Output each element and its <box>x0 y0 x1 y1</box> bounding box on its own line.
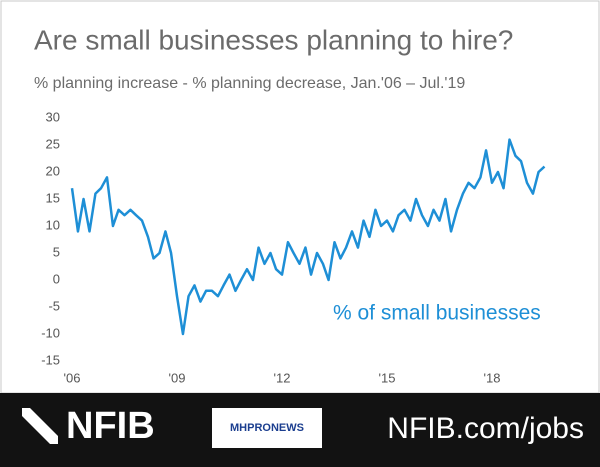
badge-box <box>212 408 322 448</box>
footer-logo: NFIB <box>66 405 155 447</box>
y-tick-label: 20 <box>46 163 60 178</box>
y-tick-label: 15 <box>46 190 60 205</box>
y-tick-label: -5 <box>48 298 60 313</box>
y-tick-label: -10 <box>41 325 60 340</box>
x-tick-label: '15 <box>379 370 396 385</box>
y-tick-label: -15 <box>41 352 60 367</box>
chart-subtitle: % planning increase - % planning decreas… <box>34 75 465 92</box>
x-tick-label: '18 <box>484 370 501 385</box>
x-tick-label: '12 <box>274 370 291 385</box>
y-tick-label: 5 <box>53 244 60 259</box>
footer-url: NFIB.com/jobs <box>387 412 584 445</box>
panel <box>0 0 600 394</box>
y-tick-label: 10 <box>46 217 60 232</box>
y-tick-label: 30 <box>46 109 60 124</box>
y-tick-label: 25 <box>46 136 60 151</box>
data-line <box>70 138 546 336</box>
logo-icon <box>22 408 58 444</box>
x-tick-label: '09 <box>169 370 186 385</box>
y-tick-label: 0 <box>53 271 60 286</box>
chart-title: Are small businesses planning to hire? <box>34 24 513 55</box>
x-tick-label: '06 <box>64 370 81 385</box>
footer-badge: MHPRONEWS <box>230 422 304 434</box>
annotation: % of small businesses <box>333 302 541 325</box>
